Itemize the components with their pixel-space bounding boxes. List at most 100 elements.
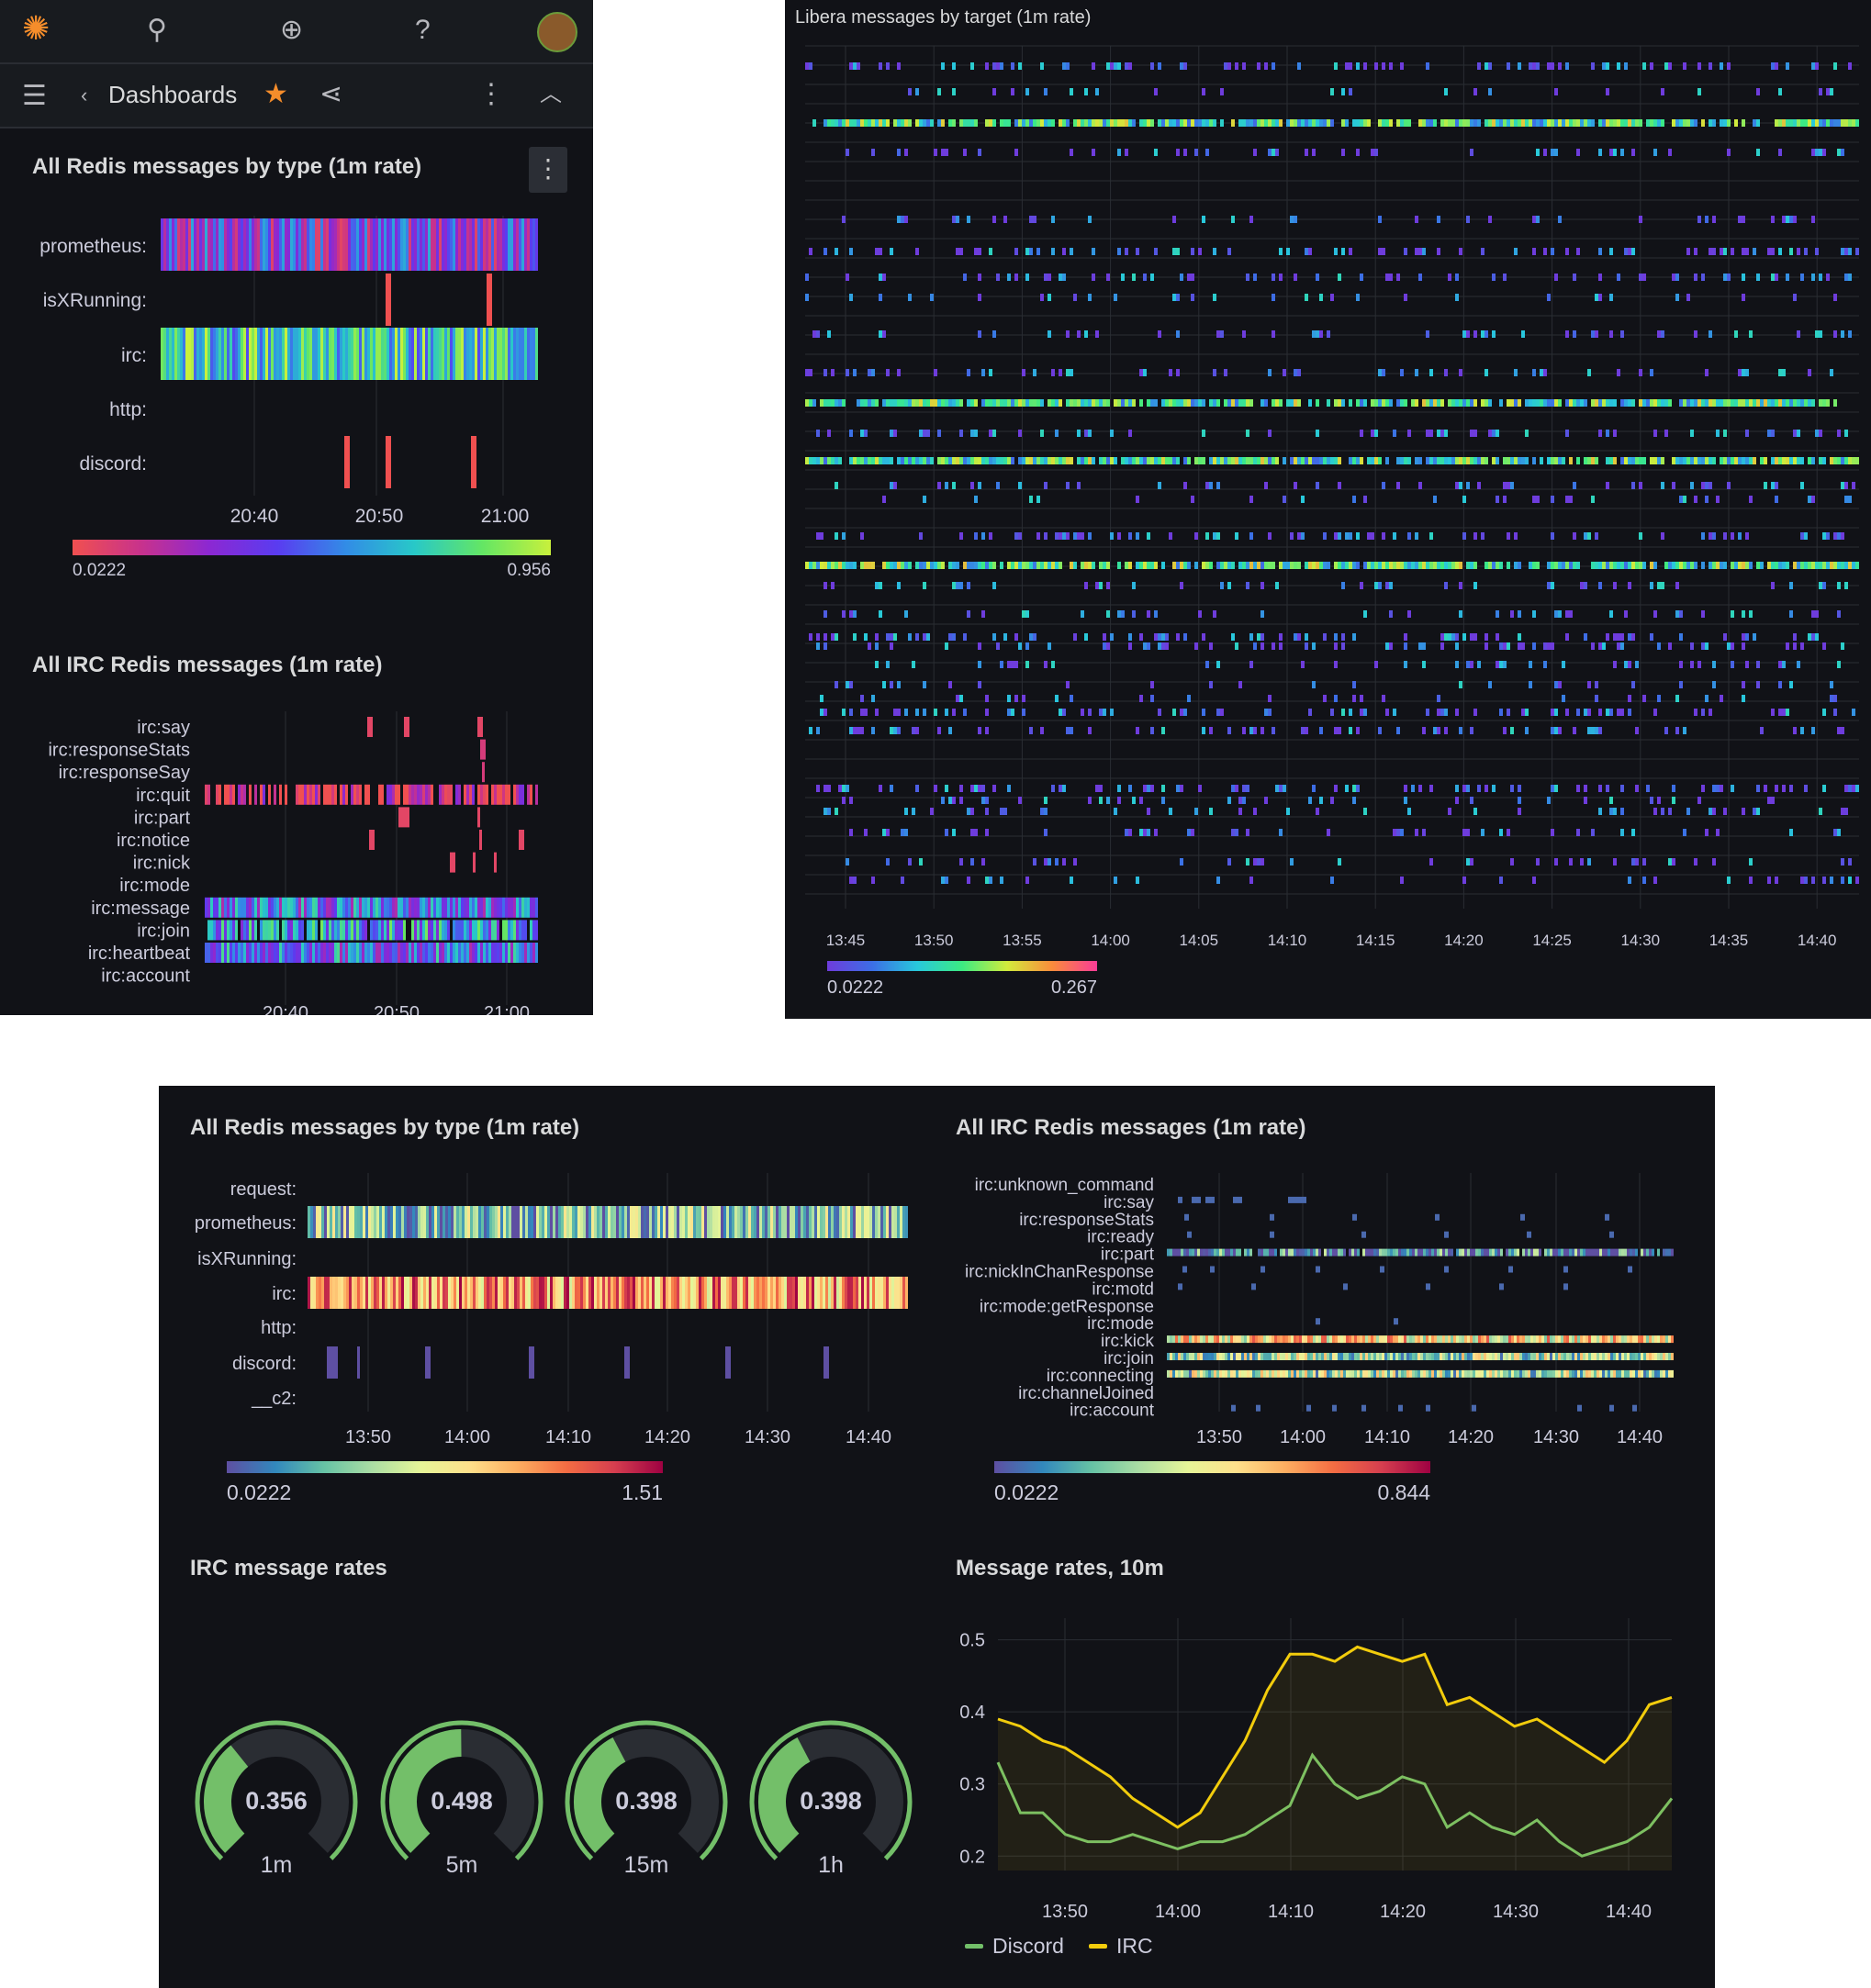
heat-cell <box>923 582 926 589</box>
search-icon[interactable]: ⚲ <box>147 15 167 45</box>
panel-menu-button[interactable]: ⋮ <box>529 147 567 193</box>
breadcrumb[interactable]: Dashboards <box>108 81 238 108</box>
heat-cell <box>1139 633 1143 641</box>
heat-cell <box>1183 1353 1186 1360</box>
heat-cell <box>1305 457 1308 464</box>
grafana-logo-icon[interactable]: ✺ <box>22 9 50 47</box>
heat-cell <box>161 328 163 380</box>
heat-cell <box>1519 1369 1522 1378</box>
heat-cell <box>388 436 391 488</box>
help-icon[interactable]: ? <box>415 15 431 45</box>
heat-cell <box>1415 1248 1417 1256</box>
avatar[interactable] <box>537 12 577 52</box>
chevron-left-icon[interactable]: ‹ <box>81 84 88 106</box>
heat-cell <box>1018 532 1022 540</box>
heat-cell <box>1709 562 1712 569</box>
heat-cell <box>1011 562 1014 569</box>
heat-cell <box>575 1206 577 1238</box>
heat-cell <box>853 727 857 734</box>
heat-cell <box>442 218 444 271</box>
heat-cell <box>1330 88 1334 95</box>
heat-cell <box>357 1346 360 1379</box>
heat-cell <box>296 897 298 918</box>
heat-cell <box>1572 1369 1574 1378</box>
heat-cell <box>351 328 353 380</box>
heat-cell <box>1290 532 1294 540</box>
heat-cell <box>308 1277 310 1309</box>
heat-cell <box>1598 727 1602 734</box>
heat-cell <box>1297 532 1301 540</box>
heat-cell <box>1562 119 1565 127</box>
heat-cell <box>425 328 428 380</box>
heat-cell <box>453 218 455 271</box>
heat-cell <box>1533 1353 1536 1360</box>
kebab-menu-icon[interactable]: ⋮ <box>477 79 505 109</box>
heat-cell <box>268 218 271 271</box>
heat-cell <box>420 218 422 271</box>
heat-cell <box>1139 119 1143 127</box>
heat-cell <box>1175 1248 1178 1256</box>
heat-cell <box>812 457 816 464</box>
heat-cell <box>1274 1369 1277 1378</box>
plus-circle-icon[interactable]: ⊕ <box>280 15 304 45</box>
heat-cell <box>205 218 207 271</box>
heat-cell <box>379 1206 382 1238</box>
heat-cell <box>1286 399 1290 407</box>
heat-cell <box>1233 1248 1236 1256</box>
gauge-label: 5m <box>446 1852 478 1878</box>
heat-cell <box>1066 482 1070 489</box>
heat-cell <box>1484 562 1488 569</box>
chevron-up-icon[interactable]: ︿ <box>540 82 562 106</box>
heat-cell <box>1563 1283 1568 1290</box>
heat-cell <box>1830 695 1833 702</box>
hamburger-menu-icon[interactable]: ☰ <box>22 81 47 111</box>
heat-cell <box>1697 62 1701 70</box>
heat-cell <box>465 1277 467 1309</box>
heat-cell <box>1154 88 1158 95</box>
heat-cell <box>1580 399 1584 407</box>
heat-cell <box>393 1277 396 1309</box>
heat-cell <box>497 897 499 918</box>
row-label: irc:part <box>1101 1245 1155 1265</box>
heat-cell <box>1288 1369 1291 1378</box>
heat-cell <box>1312 785 1316 792</box>
heat-cell <box>348 943 351 963</box>
heat-cell <box>1349 1335 1351 1344</box>
heat-cell <box>1209 808 1213 815</box>
heat-cell <box>1205 482 1209 489</box>
heat-cell <box>1496 633 1499 641</box>
heat-cell <box>205 784 207 805</box>
heat-cell <box>897 457 901 464</box>
heat-cell <box>1775 399 1778 407</box>
heat-cell <box>1106 457 1110 464</box>
heat-cell <box>1305 1353 1307 1360</box>
heat-cell <box>1716 785 1720 792</box>
heat-cell <box>453 852 455 873</box>
heat-cell <box>1808 457 1811 464</box>
heat-cell <box>834 1206 836 1238</box>
star-icon[interactable]: ★ <box>263 79 288 109</box>
desktop-dashboard: All Redis messages by type (1m rate) All… <box>159 1086 1715 1988</box>
heat-cell <box>1260 633 1264 641</box>
scale-max-label: 0.956 <box>507 561 551 580</box>
heat-cell <box>487 1277 489 1309</box>
heat-cell <box>967 562 970 569</box>
heat-cell <box>1503 1369 1506 1378</box>
heat-cell <box>1716 562 1720 569</box>
heat-cell <box>1374 149 1378 156</box>
heat-cell <box>442 897 444 918</box>
heat-cell <box>1312 330 1316 338</box>
heat-cell <box>871 695 875 702</box>
heat-cell <box>1081 532 1084 540</box>
heat-cell <box>345 328 348 380</box>
share-icon[interactable]: ⋖ <box>319 79 343 109</box>
heat-cell <box>1209 482 1213 489</box>
heat-cell <box>1233 1196 1238 1203</box>
heat-cell <box>1088 294 1092 301</box>
heat-cell <box>978 727 981 734</box>
heat-cell <box>1782 709 1786 716</box>
heat-cell <box>1040 399 1044 407</box>
heat-cell <box>1387 1353 1390 1360</box>
heat-cell <box>418 1277 420 1309</box>
heat-cell <box>315 897 318 918</box>
